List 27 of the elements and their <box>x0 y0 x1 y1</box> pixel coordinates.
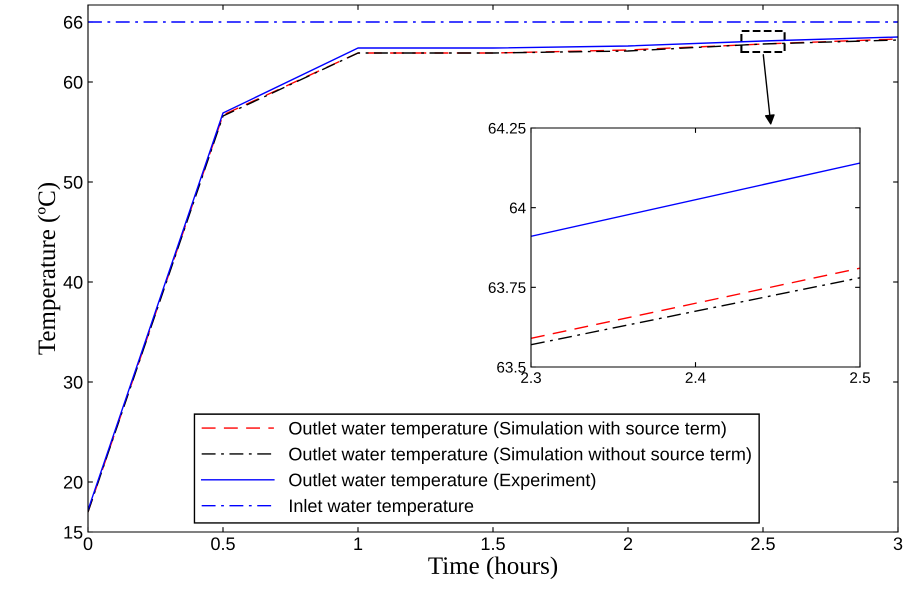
x-tick-label: 3 <box>894 537 902 550</box>
x-tick-label: 1.5 <box>482 538 505 550</box>
y-tick-label: 66 <box>64 16 82 29</box>
y-tick-label: 63.75 <box>488 282 526 294</box>
y-tick-label: 30 <box>64 376 82 389</box>
y-tick-label: 63.5 <box>497 362 526 373</box>
y-tick-label: 60 <box>64 76 82 89</box>
y-tick-label: 64 <box>510 202 526 214</box>
legend-label: Outlet water temperature (Experiment) <box>289 473 596 490</box>
x-tick-label: 2 <box>624 537 632 550</box>
x-tick-label: 2.4 <box>686 372 706 383</box>
y-axis-title: Temperature (ºC) <box>38 182 60 355</box>
x-axis-title: Time (hours) <box>428 556 558 580</box>
x-tick-label: 2.5 <box>850 372 870 384</box>
x-tick-label: 1 <box>354 538 362 550</box>
y-tick-label: 20 <box>64 476 82 489</box>
x-tick-label: 2.3 <box>521 372 541 384</box>
legend-label: Inlet water temperature <box>290 498 474 516</box>
x-tick-label: 0.5 <box>211 537 235 550</box>
x-tick-label: 0 <box>84 537 92 550</box>
legend-label: Outlet water temperature (Simulation with source term) <box>289 421 726 438</box>
y-tick-label: 50 <box>64 176 82 189</box>
y-tick-label: 64.25 <box>488 122 526 134</box>
legend-label: Outlet water temperature (Simulation without source term) <box>289 447 751 464</box>
y-tick-label: 15 <box>64 526 82 539</box>
y-tick-label: 40 <box>63 276 82 289</box>
x-tick-label: 2.5 <box>751 537 775 550</box>
